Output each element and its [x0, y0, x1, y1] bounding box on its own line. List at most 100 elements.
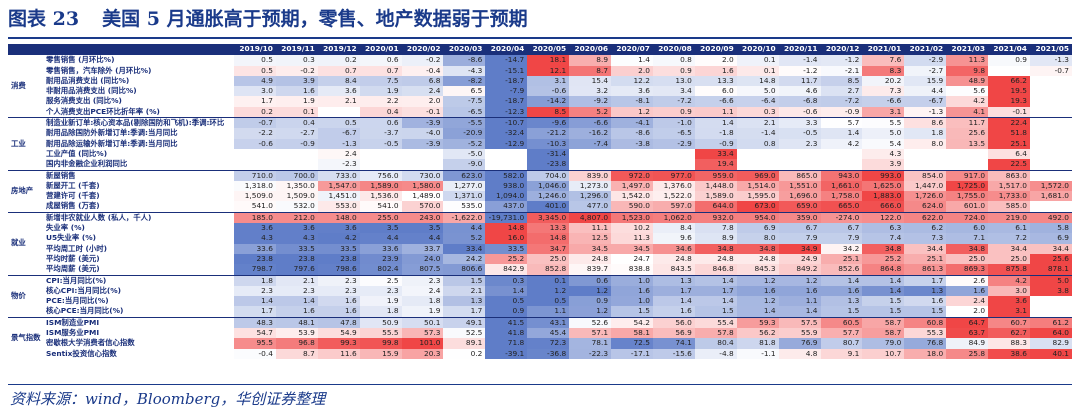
value-cell: 66.2 [988, 75, 1030, 87]
value-cell: 4.4 [443, 223, 486, 234]
value-cell: 582.0 [485, 169, 528, 181]
category-label: 物价 [8, 274, 44, 318]
value-cell: 34.8 [694, 243, 737, 254]
value-cell: 6.9 [736, 223, 779, 234]
value-cell: 219.0 [988, 211, 1030, 224]
value-cell: 23.8 [234, 253, 276, 265]
value-cell [1029, 201, 1072, 213]
value-cell: 1.4 [611, 54, 653, 66]
value-cell: -14.7 [485, 54, 528, 66]
value-cell [904, 148, 947, 160]
value-cell: 24.7 [611, 253, 653, 265]
value-cell: 23.8 [275, 253, 318, 265]
value-cell: -7.5 [443, 96, 486, 107]
value-cell: 798.6 [317, 264, 360, 276]
column-header: 2020/04 [485, 44, 528, 55]
value-cell: 1.2 [778, 274, 821, 286]
value-cell: 0.4 [275, 117, 318, 129]
value-cell: -17.1 [611, 348, 653, 359]
value-cell: 4.4 [359, 233, 402, 244]
value-cell: 54.7 [234, 328, 276, 339]
value-cell: 76.9 [778, 338, 821, 349]
value-cell: 492.0 [1029, 211, 1072, 224]
value-cell: 0.7 [317, 65, 360, 76]
value-cell [736, 148, 779, 160]
table-row: 服务消费支出 (同比%) 1.7 1.9 2.1 2.2 2.0 -7.5 -18.7 -14.… [8, 96, 1072, 107]
value-cell: 6.4 [988, 148, 1030, 160]
value-cell: -8.1 [611, 96, 653, 107]
value-cell: -6.5 [443, 106, 486, 118]
value-cell: 5.6 [946, 86, 989, 97]
value-cell: 839.7 [569, 264, 612, 276]
value-cell: 51.8 [988, 128, 1030, 139]
value-cell: 56.9 [652, 328, 695, 339]
value-cell: 1.9 [359, 86, 402, 97]
value-cell: 4,807.0 [569, 211, 612, 224]
value-cell: 756.0 [359, 169, 402, 181]
value-cell: 1.7 [234, 306, 276, 318]
value-cell: 11.7 [778, 75, 821, 87]
value-cell: 3.6 [988, 296, 1030, 307]
value-cell: -4.1 [611, 117, 653, 129]
value-cell: -2.3 [317, 159, 360, 171]
value-cell: 1,277.0 [443, 180, 486, 192]
value-cell: 185.0 [234, 211, 276, 224]
value-cell: 839.0 [569, 169, 612, 181]
value-cell: 878.1 [1029, 264, 1072, 276]
value-cell: -36.8 [527, 348, 570, 359]
value-cell: 50.9 [359, 316, 402, 329]
value-cell: 0.3 [736, 106, 779, 118]
column-header: 2019/10 [234, 44, 276, 55]
value-cell: -4.3 [443, 65, 486, 76]
value-cell: 24.9 [778, 253, 821, 265]
value-cell: 76.8 [904, 338, 947, 349]
value-cell: 1.0 [611, 296, 653, 307]
value-cell: 52.5 [443, 328, 486, 339]
column-header: 2020/03 [443, 44, 486, 55]
value-cell [611, 159, 653, 171]
value-cell: 45.4 [527, 328, 570, 339]
table-row: 非耐用品消费支出 (同比%) 3.0 1.6 3.6 1.9 2.4 6.5 -7.9 -0.6… [8, 86, 1072, 97]
value-cell: 11.1 [569, 223, 612, 234]
value-cell: 1,580.0 [401, 180, 444, 192]
value-cell: -0.4 [401, 65, 444, 76]
value-cell: 1,371.0 [443, 191, 486, 202]
value-cell: 0.9 [485, 306, 528, 318]
value-cell: 23.9 [359, 253, 402, 265]
value-cell: 6.0 [946, 223, 989, 234]
value-cell [820, 148, 863, 160]
indicator-label: 服务消费支出 (同比%) [46, 96, 122, 106]
value-cell: 2.2 [359, 96, 402, 107]
value-cell: 148.0 [317, 211, 360, 224]
table-row: 核心CPI:当月同比(%) 2.3 2.3 2.3 2.3 2.4 2.1 1.4 1.2 1.2… [8, 285, 1072, 297]
value-cell: 532.0 [275, 201, 318, 213]
value-cell: 972.0 [611, 169, 653, 181]
value-cell: 1,883.0 [862, 191, 905, 202]
value-cell: -0.7 [1029, 65, 1072, 76]
value-cell: 11.3 [946, 54, 989, 66]
value-cell: 55.4 [694, 316, 737, 329]
value-cell [234, 159, 276, 171]
value-cell: 2.3 [317, 274, 360, 286]
value-cell: -19,731.0 [485, 211, 528, 224]
value-cell: -3.8 [611, 138, 653, 149]
value-cell: -0.5 [359, 138, 402, 149]
value-cell: 1.2 [736, 296, 779, 307]
value-cell: 7.9 [778, 233, 821, 244]
value-cell: 3.1 [527, 75, 570, 87]
value-cell: 1.7 [443, 306, 486, 318]
value-cell [401, 159, 444, 171]
indicator-label: ISM服务业PMI [46, 328, 100, 338]
value-cell: 1.2 [569, 285, 612, 297]
value-cell: 0.5 [234, 65, 276, 76]
value-cell: 12.1 [527, 65, 570, 76]
value-cell: 0.2 [317, 54, 360, 66]
value-cell: 56.0 [652, 316, 695, 329]
value-cell: 1.7 [652, 285, 695, 297]
value-cell: -3.9 [401, 117, 444, 129]
value-cell [275, 148, 318, 160]
value-cell: 1.4 [694, 296, 737, 307]
table-row: 工业 制造业新订单:核心资本品(剔除国防和飞机):季调:环比 -0.7 0.4 0.5 0… [8, 117, 1072, 171]
value-cell: 7.6 [862, 54, 905, 66]
value-cell: 6.3 [862, 223, 905, 234]
